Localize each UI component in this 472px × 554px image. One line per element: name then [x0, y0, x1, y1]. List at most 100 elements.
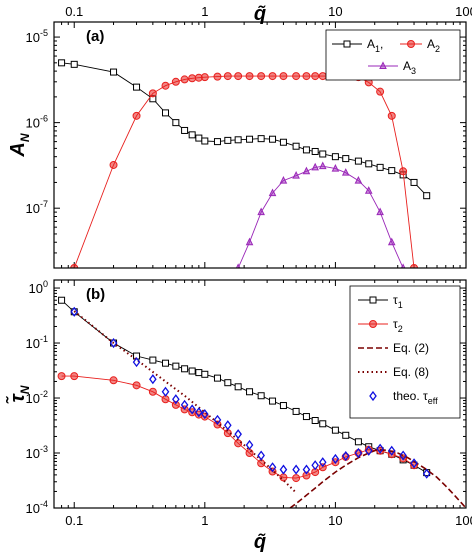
- x-tick-label-top: 10: [328, 4, 342, 19]
- data-point: [292, 407, 300, 415]
- data-point: [257, 450, 265, 461]
- series-a2: [70, 72, 419, 268]
- data-point: [109, 337, 118, 349]
- data-point: [423, 192, 431, 200]
- y-tick-label-base: 10: [29, 281, 43, 296]
- data-point: [354, 447, 363, 459]
- data-point: [364, 445, 373, 456]
- data-point: [70, 372, 79, 381]
- data-point: [387, 111, 396, 120]
- data-point: [318, 72, 327, 81]
- x-tick-label-top: 100: [455, 4, 472, 19]
- legend-entry-name: Eq. (8): [393, 365, 429, 379]
- data-point: [257, 392, 265, 400]
- data-point: [302, 166, 311, 175]
- legend-entry-sub: eff: [428, 396, 438, 406]
- data-point: [223, 72, 232, 81]
- data-point: [181, 126, 189, 134]
- data-point: [311, 147, 319, 155]
- data-point: [172, 119, 180, 127]
- data-point: [302, 471, 311, 480]
- data-point: [257, 135, 265, 143]
- y-tick-label-exp: -7: [40, 199, 48, 209]
- data-point: [376, 87, 385, 96]
- y-axis-title-main: A: [7, 142, 29, 157]
- data-point: [246, 135, 254, 143]
- data-point: [162, 359, 170, 367]
- legend-entry: A3: [403, 59, 416, 76]
- data-point: [331, 426, 339, 434]
- data-point: [70, 60, 78, 68]
- data-point: [188, 74, 197, 83]
- data-point: [172, 394, 180, 405]
- data-point: [213, 72, 222, 81]
- data-point: [292, 142, 300, 150]
- data-point: [331, 164, 340, 172]
- data-point: [213, 138, 221, 146]
- data-point: [245, 449, 254, 458]
- legend-box: [349, 285, 461, 419]
- data-point: [292, 464, 300, 475]
- series-a1: [58, 59, 431, 200]
- data-point: [224, 420, 232, 431]
- data-point: [132, 111, 141, 120]
- data-point: [354, 157, 362, 165]
- data-point: [148, 387, 157, 396]
- data-point: [302, 146, 310, 154]
- data-point: [234, 383, 242, 391]
- plot-frame: [53, 279, 467, 509]
- data-point: [132, 381, 141, 390]
- legend-entry: Eq. (8): [393, 365, 429, 379]
- legend-marker: [407, 40, 415, 48]
- y-tick-label-exp: -4: [40, 499, 48, 509]
- y-tick-label: 10-5: [26, 28, 48, 45]
- legend-entry-suffix: ,: [380, 37, 383, 51]
- y-tick-label: 100: [29, 279, 48, 296]
- data-point: [161, 386, 170, 397]
- data-point: [188, 404, 196, 415]
- data-point: [376, 163, 384, 171]
- data-point: [311, 72, 320, 81]
- legend-entry-name: A: [367, 37, 375, 51]
- data-point: [365, 160, 373, 168]
- data-point: [149, 356, 157, 364]
- data-point: [342, 431, 350, 439]
- data-point: [149, 374, 157, 385]
- data-point: [318, 161, 327, 170]
- series-line: [289, 448, 466, 508]
- data-point: [318, 457, 327, 468]
- data-point: [245, 439, 254, 451]
- data-point: [279, 402, 287, 410]
- y-axis-title: τ̃N: [5, 385, 32, 404]
- data-point: [342, 155, 350, 163]
- y-axis-title: AN: [7, 133, 32, 157]
- data-point: [172, 362, 180, 370]
- data-point: [341, 168, 350, 176]
- y-tick-label-base: 10: [26, 116, 40, 131]
- data-point: [57, 372, 66, 381]
- data-point: [234, 429, 242, 440]
- data-point: [188, 131, 196, 139]
- data-point: [311, 162, 319, 171]
- data-point: [246, 388, 254, 396]
- y-tick-label: 10-1: [26, 334, 48, 351]
- y-axis-title-sub: N: [18, 385, 32, 394]
- data-point: [201, 137, 209, 145]
- data-point: [188, 367, 196, 375]
- x-tick-label: 10: [328, 513, 342, 528]
- data-point: [133, 83, 141, 91]
- data-point: [269, 397, 277, 405]
- data-point: [109, 376, 118, 385]
- legend-entry-sub: 3: [411, 66, 416, 76]
- panel-label: (a): [86, 28, 104, 45]
- axis-titles: q̃ q̃: [254, 3, 267, 553]
- legend-entry-sub: 1: [375, 44, 380, 54]
- data-point: [292, 474, 301, 483]
- data-point: [58, 296, 66, 304]
- data-point: [171, 400, 180, 409]
- data-point: [399, 450, 407, 461]
